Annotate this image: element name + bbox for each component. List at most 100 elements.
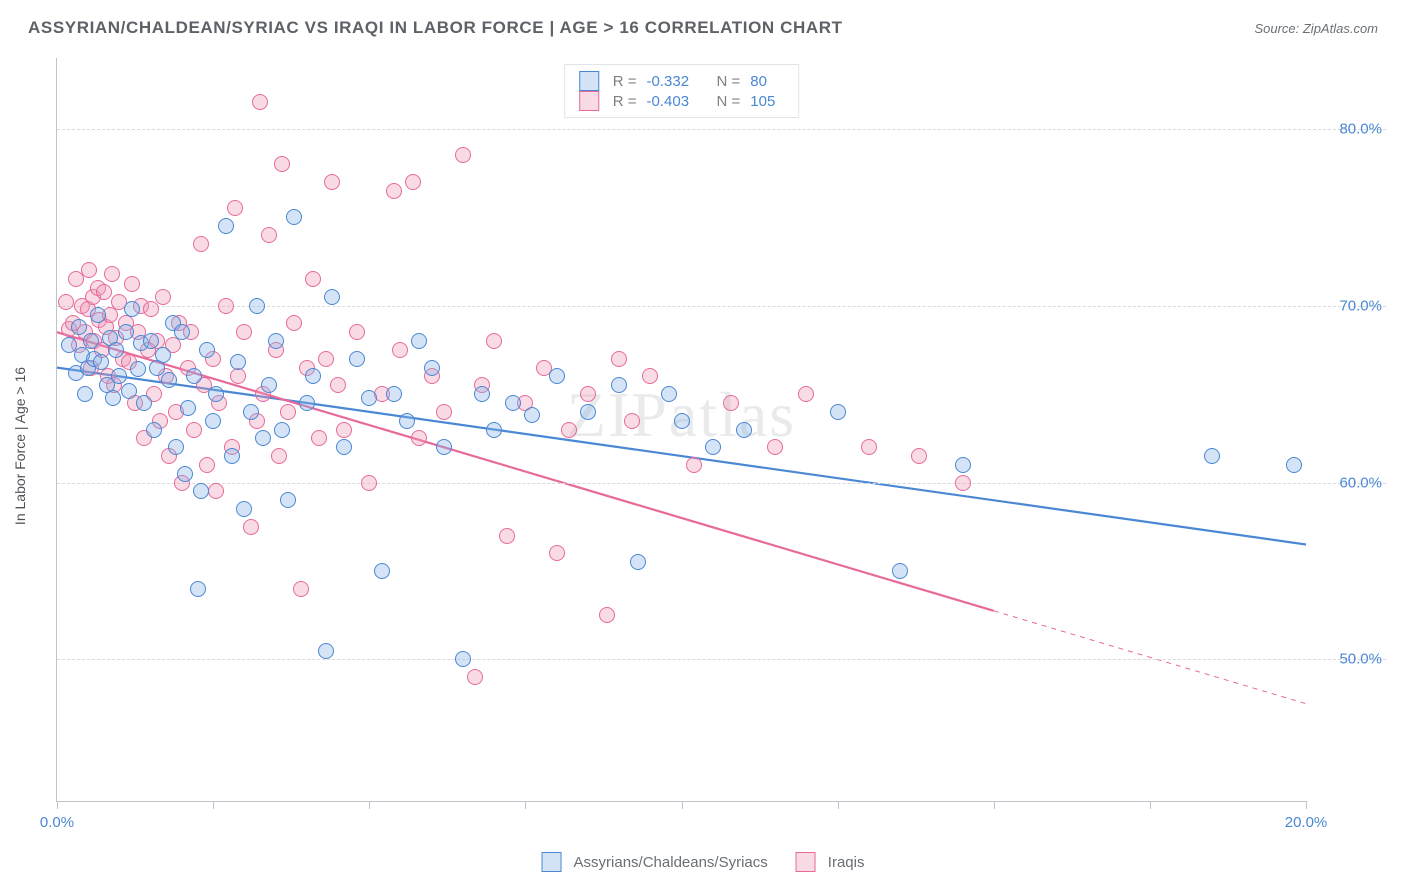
data-point [96, 284, 112, 300]
y-tick-label: 60.0% [1339, 474, 1382, 491]
data-point [249, 298, 265, 314]
data-point [274, 422, 290, 438]
data-point [374, 563, 390, 579]
data-point [580, 404, 596, 420]
data-point [143, 301, 159, 317]
data-point [630, 554, 646, 570]
data-point [199, 457, 215, 473]
legend-row: R =-0.332N =80 [579, 71, 785, 91]
data-point [892, 563, 908, 579]
data-point [230, 368, 246, 384]
legend-swatch [579, 91, 599, 111]
r-value: -0.403 [647, 93, 707, 110]
data-point [218, 298, 234, 314]
x-tick-label: 20.0% [1285, 814, 1328, 831]
data-point [81, 262, 97, 278]
x-tick [213, 801, 214, 809]
data-point [146, 422, 162, 438]
gridline [57, 483, 1386, 484]
series-name: Assyrians/Chaldeans/Syriacs [574, 854, 768, 871]
data-point [193, 236, 209, 252]
data-point [286, 315, 302, 331]
data-point [505, 395, 521, 411]
data-point [455, 651, 471, 667]
data-point [255, 430, 271, 446]
legend-item: Assyrians/Chaldeans/Syriacs [542, 852, 768, 872]
r-label: R = [613, 73, 637, 90]
data-point [293, 581, 309, 597]
x-tick [994, 801, 995, 809]
data-point [1286, 457, 1302, 473]
data-point [392, 342, 408, 358]
data-point [261, 377, 277, 393]
data-point [436, 439, 452, 455]
series-legend: Assyrians/Chaldeans/Syriacs Iraqis [542, 852, 865, 872]
data-point [199, 342, 215, 358]
data-point [349, 324, 365, 340]
data-point [190, 581, 206, 597]
data-point [411, 333, 427, 349]
legend-swatch [796, 852, 816, 872]
data-point [424, 360, 440, 376]
data-point [118, 324, 134, 340]
data-point [274, 156, 290, 172]
data-point [467, 669, 483, 685]
data-point [723, 395, 739, 411]
data-point [911, 448, 927, 464]
data-point [349, 351, 365, 367]
chart-container: ZIPatlas R =-0.332N =80R =-0.403N =105 5… [42, 58, 1386, 832]
data-point [230, 354, 246, 370]
data-point [561, 422, 577, 438]
data-point [243, 519, 259, 535]
data-point [1204, 448, 1220, 464]
data-point [227, 200, 243, 216]
legend-item: Iraqis [796, 852, 865, 872]
r-value: -0.332 [647, 73, 707, 90]
data-point [305, 368, 321, 384]
data-point [686, 457, 702, 473]
data-point [161, 372, 177, 388]
data-point [861, 439, 877, 455]
data-point [77, 386, 93, 402]
chart-title: ASSYRIAN/CHALDEAN/SYRIAC VS IRAQI IN LAB… [28, 18, 843, 38]
data-point [90, 307, 106, 323]
data-point [193, 483, 209, 499]
data-point [736, 422, 752, 438]
data-point [405, 174, 421, 190]
data-point [177, 466, 193, 482]
data-point [599, 607, 615, 623]
plot-area: ZIPatlas R =-0.332N =80R =-0.403N =105 5… [56, 58, 1306, 802]
data-point [105, 390, 121, 406]
data-point [336, 422, 352, 438]
data-point [261, 227, 277, 243]
data-point [499, 528, 515, 544]
data-point [955, 475, 971, 491]
correlation-legend: R =-0.332N =80R =-0.403N =105 [564, 64, 800, 118]
data-point [124, 301, 140, 317]
gridline [57, 129, 1386, 130]
data-point [305, 271, 321, 287]
x-tick [525, 801, 526, 809]
data-point [155, 347, 171, 363]
data-point [399, 413, 415, 429]
data-point [186, 422, 202, 438]
data-point [180, 400, 196, 416]
series-name: Iraqis [828, 854, 865, 871]
data-point [252, 94, 268, 110]
data-point [168, 439, 184, 455]
x-tick [838, 801, 839, 809]
data-point [93, 354, 109, 370]
data-point [361, 475, 377, 491]
x-tick [1150, 801, 1151, 809]
data-point [318, 643, 334, 659]
data-point [186, 368, 202, 384]
data-point [549, 368, 565, 384]
data-point [224, 448, 240, 464]
n-value: 80 [750, 73, 784, 90]
legend-swatch [579, 71, 599, 91]
data-point [798, 386, 814, 402]
data-point [661, 386, 677, 402]
data-point [208, 483, 224, 499]
data-point [174, 324, 190, 340]
data-point [474, 386, 490, 402]
